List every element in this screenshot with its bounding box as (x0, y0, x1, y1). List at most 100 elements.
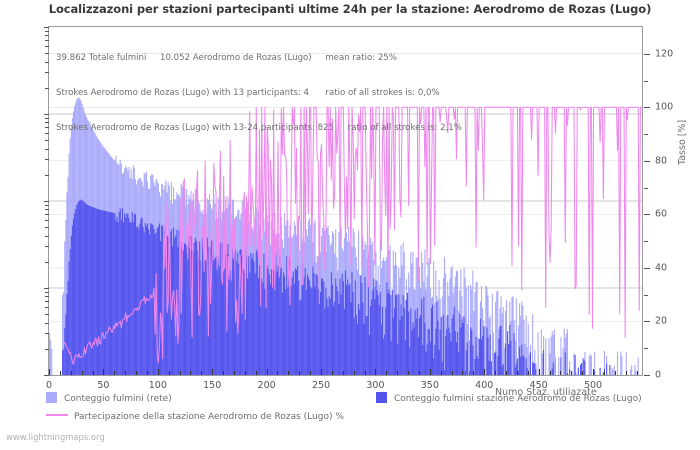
x-tick-mark (418, 371, 420, 375)
y-minor-tick (45, 246, 49, 248)
x-tick-mark (560, 371, 562, 375)
y2-tick-mark (644, 241, 648, 243)
y-tick-mark (44, 26, 49, 28)
annotation-line-1: 39.862 Totale fulmini 10.052 Aerodromo d… (56, 53, 397, 64)
y-minor-tick (45, 220, 49, 222)
y-minor-tick (45, 127, 49, 129)
x-tick-label: 100 (148, 380, 167, 391)
x-tick-mark (244, 371, 246, 375)
legend-item-station: Conteggio fulmini stazione Aerodromo de … (376, 392, 642, 404)
y-minor-tick (45, 235, 49, 237)
y-minor-tick (45, 333, 49, 335)
x-tick-mark (288, 371, 290, 375)
y2-tick-mark (644, 134, 648, 136)
x-tick-mark (190, 371, 192, 375)
y-minor-tick (45, 209, 49, 211)
y-minor-tick (45, 204, 49, 206)
x-tick-mark (92, 371, 94, 375)
x-tick-mark (310, 371, 312, 375)
y2-tick-mark (644, 53, 650, 55)
y-minor-tick (45, 227, 49, 229)
y-minor-tick (45, 307, 49, 309)
y-minor-tick (45, 296, 49, 298)
x-tick-mark (266, 369, 268, 375)
x-tick-mark (636, 371, 638, 375)
x-tick-mark (549, 371, 551, 375)
x-tick-mark (70, 371, 72, 375)
x-tick-label: 250 (311, 380, 331, 391)
y-minor-tick (45, 87, 49, 89)
y-minor-tick (45, 40, 49, 42)
x-tick-mark (495, 371, 497, 375)
x-tick-mark (103, 369, 105, 375)
x-tick-mark (397, 371, 399, 375)
y2-tick-mark (644, 294, 648, 296)
legend-label-station: Conteggio fulmini stazione Aerodromo de … (394, 394, 642, 404)
legend-label-ratio: Partecipazione della stazione Aerodromo … (74, 412, 344, 422)
x-tick-mark (440, 371, 442, 375)
x-tick-label: 500 (583, 380, 603, 391)
y-tick-mark (44, 113, 49, 115)
y2-tick-mark (644, 375, 650, 376)
x-tick-mark (603, 371, 605, 375)
x-tick-mark (146, 371, 148, 375)
x-tick-mark (364, 371, 366, 375)
y2-tick-mark (644, 214, 650, 216)
y-minor-tick (45, 148, 49, 150)
x-tick-label: 200 (257, 380, 276, 391)
x-tick-mark (59, 371, 61, 375)
x-tick-mark (353, 371, 355, 375)
x-tick-mark (484, 369, 486, 375)
x-tick-label: 300 (366, 380, 385, 391)
x-tick-mark (342, 371, 344, 375)
x-tick-mark (49, 369, 50, 375)
x-tick-mark (201, 371, 203, 375)
y2-axis-label: Tasso [%] (677, 119, 688, 165)
x-tick-mark (179, 371, 181, 375)
y-minor-tick (45, 301, 49, 303)
y-minor-tick (45, 72, 49, 74)
x-tick-mark (516, 371, 518, 375)
y-minor-tick (45, 122, 49, 124)
x-tick-mark (473, 371, 475, 375)
x-tick-label: 50 (97, 380, 110, 391)
y2-tick-label: 20 (655, 315, 668, 327)
y-minor-tick (45, 61, 49, 63)
legend-swatch-network (46, 392, 57, 403)
y-minor-tick (45, 46, 49, 48)
x-tick-mark (582, 371, 584, 375)
y-tick-mark (44, 374, 49, 376)
x-tick-mark (157, 369, 159, 375)
x-tick-mark (136, 371, 138, 375)
plot-area (48, 26, 643, 376)
y-minor-tick (45, 140, 49, 142)
x-tick-mark (538, 369, 540, 375)
x-tick-mark (386, 371, 388, 375)
y2-tick-mark (644, 187, 648, 189)
page-title: Localizzazoni per stazioni partecipanti … (48, 2, 652, 16)
x-tick-label: 400 (475, 380, 494, 391)
x-tick-mark (505, 371, 507, 375)
x-tick-label: 150 (203, 380, 222, 391)
y-minor-tick (45, 35, 49, 37)
legend-swatch-ratio (46, 414, 68, 416)
y-minor-tick (45, 30, 49, 32)
chart-canvas (49, 53, 642, 375)
y-minor-tick (45, 133, 49, 135)
y2-tick-label: 60 (655, 208, 668, 220)
y-minor-tick (45, 261, 49, 263)
x-tick-label: 450 (529, 380, 548, 391)
x-tick-mark (223, 371, 225, 375)
x-tick-mark (408, 371, 410, 375)
y2-tick-mark (644, 267, 650, 269)
x-tick-mark (321, 369, 323, 375)
y2-tick-mark (644, 80, 648, 82)
legend-swatch-station (376, 392, 387, 403)
x-tick-mark (168, 371, 170, 375)
x-tick-mark (462, 371, 464, 375)
y2-tick-mark (644, 348, 648, 350)
x-tick-mark (125, 371, 127, 375)
x-tick-mark (593, 369, 595, 375)
annotation-line-3: Strokes Aerodromo de Rozas (Lugo) with 1… (56, 122, 462, 133)
